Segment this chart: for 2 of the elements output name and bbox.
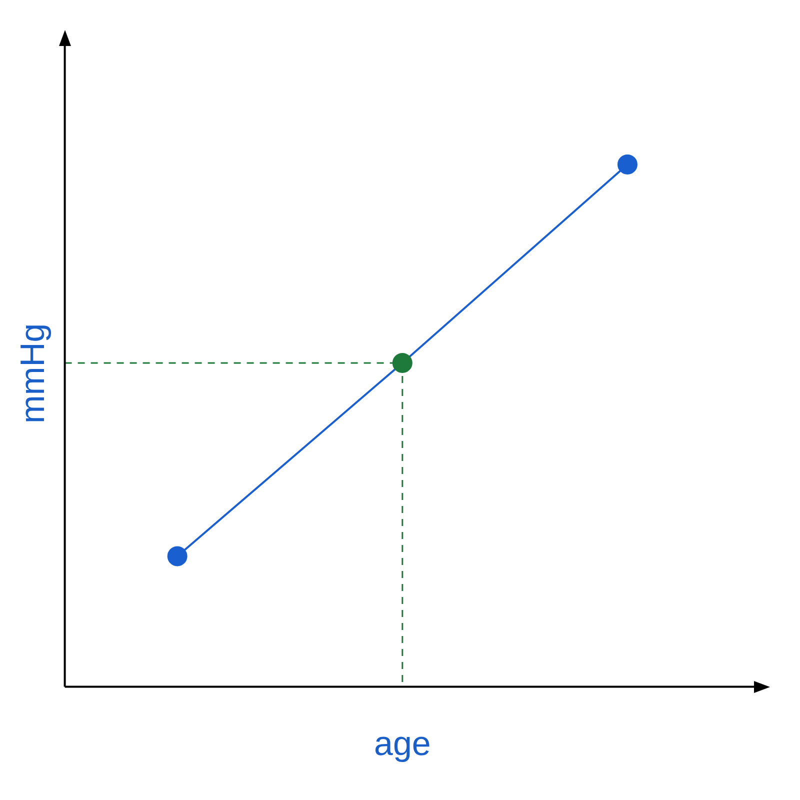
y-axis-title: mmHg (14, 323, 52, 424)
x-axis-title: age (374, 724, 431, 763)
